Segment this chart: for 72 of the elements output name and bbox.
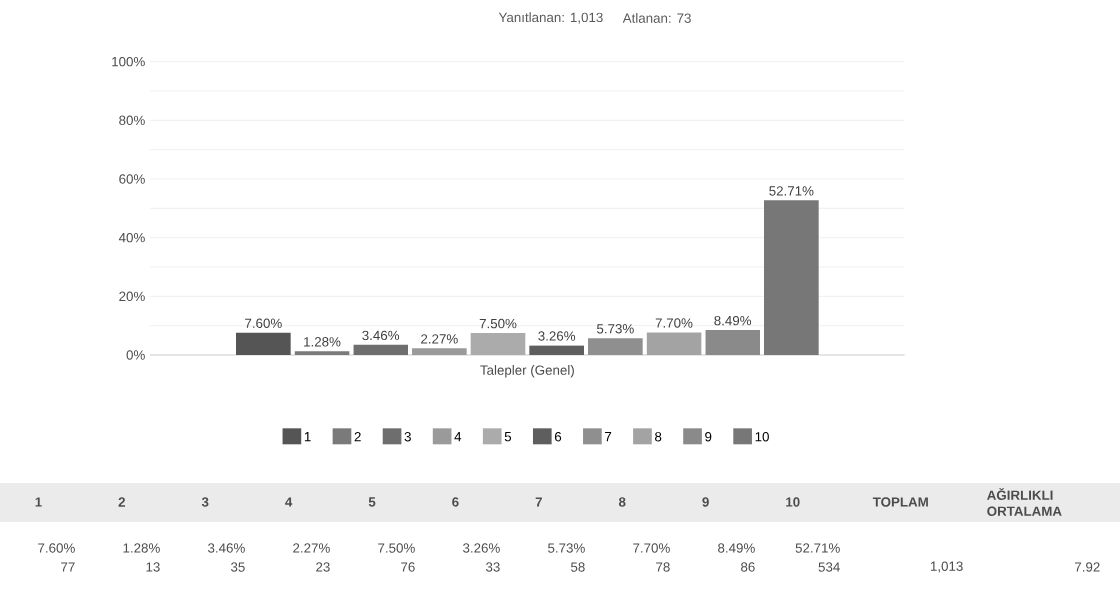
data-label: 7.60% [245,318,282,328]
y-tick-label: 80% [119,115,145,126]
chart-subtitle: Atlanan: 73 [622,13,691,23]
data-label: 8.49% [714,315,752,326]
text: 7.92 [1075,562,1100,572]
data-label: 2.27% [421,334,458,344]
text: 52.71% [795,543,840,553]
data-label: 3.26% [538,331,576,341]
data-label: 5.73% [596,324,634,334]
text: 1,013 [930,561,963,573]
text: 76 [401,562,415,572]
y-tick-label: 100% [112,56,145,67]
legend-label: 2 [354,432,361,442]
text: 86 [741,562,755,572]
text: 7.50% [378,543,415,553]
bar [412,348,467,355]
chart-title: Yanıtlanan: 1,013 [498,12,603,24]
text: 23 [316,562,330,572]
bar [353,344,408,355]
text: 3.46% [208,543,245,553]
data-label: 7.50% [479,318,517,329]
text: 3 [201,497,209,507]
text: 8.49% [718,543,755,553]
text: AĞIRLIKLI ORTALAMA [987,488,1062,516]
text: 33 [485,562,500,572]
legend-label: 6 [554,432,562,442]
text: 8 [618,497,626,507]
text: 534 [818,562,840,572]
data-label: 1.28% [304,337,341,347]
bar [529,345,585,355]
legend-label: 8 [655,432,662,442]
text: 13 [146,562,160,572]
text: 58 [571,562,585,572]
text: 9 [702,497,709,507]
text: 2 [118,497,125,507]
text: 10 [786,497,800,507]
bar [705,330,760,355]
y-tick-label: 40% [118,232,145,243]
data-label: 7.70% [655,318,693,328]
text: 7.60% [38,543,75,553]
bar [294,351,350,355]
data-label: 52.71% [769,186,814,196]
text: 7.70% [633,543,670,553]
text: 1.28% [123,543,160,553]
text: 5.73% [548,543,585,553]
legend-label: 3 [404,432,411,442]
bar [236,332,291,355]
text: 4 [285,497,293,507]
text: 7 [535,497,542,507]
y-tick-label: 60% [119,174,145,184]
text: TOPLAM [872,497,928,507]
legend-label: 4 [454,432,462,442]
text: 78 [656,562,670,572]
y-tick-label: 20% [119,291,145,302]
legend-label: 1 [304,432,311,442]
legend-label: 7 [605,432,612,442]
text: 6 [452,497,459,507]
text: 2.27% [293,543,330,553]
text: 3.26% [462,543,500,553]
x-tick-label: Talepler (Genel) [480,365,574,378]
legend-label: 10 [755,432,769,442]
text: 5 [368,497,376,507]
y-tick-label: 0% [126,350,145,360]
data-label: 3.46% [362,330,400,341]
bar [646,332,702,355]
legend-label: 9 [705,432,712,442]
bar [764,200,819,355]
legend-label: 5 [504,432,512,442]
text: 1 [35,497,42,507]
bar [588,338,643,355]
text: 35 [230,562,245,572]
text: 77 [61,562,75,572]
